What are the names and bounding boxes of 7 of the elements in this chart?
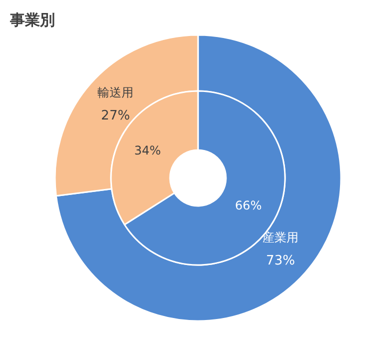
data-label: 66% [235,198,262,213]
data-label: 34% [134,143,161,158]
slice-label: 輸送用 [97,85,134,100]
data-label: 27% [101,108,130,124]
slice-label: 産業用 [262,230,299,245]
chart-title: 事業別 [9,11,55,29]
data-label: 73% [266,254,295,269]
